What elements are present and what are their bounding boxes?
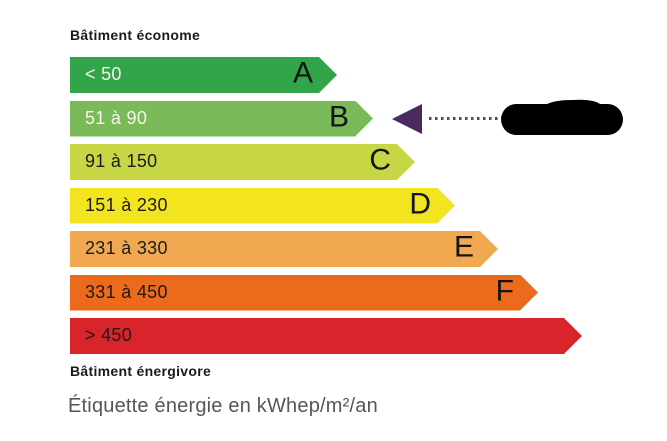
- energy-bar: 151 à 230 D: [70, 188, 455, 224]
- energy-bar-row: > 450: [70, 318, 630, 354]
- energy-scale: < 50 A 51 à 90 B 91 à 150 C 151 à 230 D …: [70, 57, 630, 362]
- energy-range-label: 51 à 90: [85, 107, 148, 128]
- energy-bar-row: 231 à 330 E: [70, 231, 630, 267]
- marker-dotted-line: [429, 116, 501, 120]
- energy-bar: 331 à 450 F: [70, 275, 538, 311]
- energy-grade-letter: B: [328, 100, 349, 134]
- marker-arrow-icon: [392, 103, 422, 134]
- energy-grade-letter: F: [495, 274, 514, 308]
- energy-bar: 231 à 330 E: [70, 231, 498, 267]
- energy-range-label: > 450: [85, 325, 133, 346]
- energy-intensive-building-label: Bâtiment énergivore: [70, 363, 212, 379]
- energy-range-label: < 50: [85, 64, 122, 85]
- energy-bar-row: 51 à 90 B: [70, 101, 630, 137]
- energy-range-label: 331 à 450: [85, 281, 168, 302]
- energy-bar-row: 151 à 230 D: [70, 188, 630, 224]
- energy-grade-letter: D: [409, 187, 431, 221]
- energy-bar-row: 331 à 450 F: [70, 275, 630, 311]
- energy-range-label: 231 à 330: [85, 238, 168, 259]
- energy-bar: < 50 A: [70, 57, 337, 93]
- energy-grade-letter: E: [453, 230, 474, 264]
- energy-bar-row: < 50 A: [70, 57, 630, 93]
- energy-bar: > 450: [70, 318, 582, 354]
- economical-building-label: Bâtiment économe: [70, 27, 201, 43]
- energy-bar-row: 91 à 150 C: [70, 144, 630, 180]
- energy-bar: 51 à 90 B: [70, 101, 373, 137]
- energy-range-label: 151 à 230: [85, 194, 168, 215]
- energy-grade-letter: A: [292, 56, 313, 90]
- energy-grade-letter: C: [369, 143, 391, 177]
- energy-range-label: 91 à 150: [85, 151, 158, 172]
- label-caption: Étiquette énergie en kWhep/m²/an: [68, 395, 378, 417]
- energy-bar: 91 à 150 C: [70, 144, 415, 180]
- redaction-blob: [501, 103, 623, 135]
